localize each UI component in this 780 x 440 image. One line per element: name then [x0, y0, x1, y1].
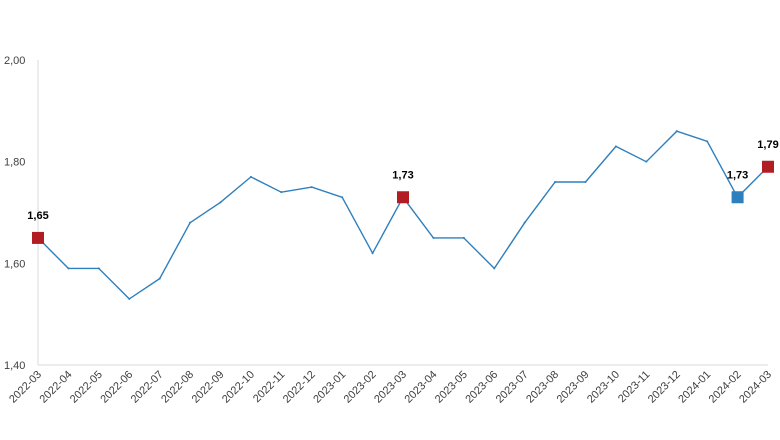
- highlight-marker: [762, 160, 774, 173]
- x-tick-label: 2022-04: [38, 369, 75, 406]
- x-tick-label: 2022-05: [68, 369, 105, 406]
- data-point: [614, 145, 617, 148]
- data-point: [158, 277, 161, 280]
- data-point: [554, 181, 557, 183]
- y-tick-label: 1,40: [4, 360, 25, 372]
- data-point: [189, 221, 192, 224]
- data-point: [128, 297, 131, 300]
- data-point: [584, 181, 587, 183]
- data-point: [67, 267, 70, 270]
- series-line-group: [37, 130, 769, 300]
- x-tick-label: 2023-12: [646, 369, 683, 406]
- data-point: [493, 267, 496, 270]
- data-label: 1,73: [392, 169, 413, 181]
- x-tick-label: 2023-08: [524, 369, 561, 406]
- data-point: [523, 221, 526, 224]
- x-tick-label: 2024-02: [707, 369, 744, 406]
- data-label: 1,73: [727, 169, 748, 181]
- data-point: [97, 267, 100, 270]
- data-point: [280, 191, 283, 194]
- data-point: [341, 196, 344, 199]
- x-tick-label: 2023-06: [463, 369, 500, 406]
- y-tick-label: 1,60: [4, 258, 25, 270]
- y-axis: 1,40 1,60 1,80 2,00: [4, 55, 39, 372]
- data-label: 1,79: [757, 139, 778, 151]
- x-tick-label: 2023-03: [372, 369, 409, 406]
- highlight-marker: [731, 191, 744, 204]
- highlight-marker: [32, 231, 44, 244]
- data-point: [219, 201, 222, 204]
- data-point: [675, 130, 678, 133]
- x-tick-label: 2023-10: [585, 369, 622, 406]
- x-tick-label: 2022-06: [98, 369, 135, 406]
- x-tick-label: 2022-07: [129, 369, 166, 406]
- highlight-markers: 1,65 1,73 1,73 1,79: [27, 139, 779, 244]
- x-tick-label: 2022-03: [7, 369, 44, 406]
- x-axis: 2022-032022-042022-052022-062022-072022-…: [7, 364, 774, 406]
- data-point: [706, 140, 709, 143]
- data-point: [249, 175, 252, 178]
- y-tick-label: 2,00: [4, 55, 25, 67]
- data-point: [645, 160, 648, 163]
- x-tick-label: 2023-04: [403, 369, 440, 406]
- y-tick-label: 1,80: [4, 157, 25, 169]
- data-label: 1,65: [27, 210, 48, 222]
- data-point: [371, 252, 374, 255]
- x-tick-label: 2022-09: [190, 369, 227, 406]
- data-point: [462, 236, 465, 239]
- x-tick-label: 2023-01: [311, 369, 348, 406]
- data-point: [432, 236, 435, 239]
- highlight-marker: [397, 191, 409, 204]
- x-tick-label: 2023-09: [555, 369, 592, 406]
- x-tick-label: 2022-10: [220, 369, 257, 406]
- x-tick-label: 2022-12: [281, 369, 318, 406]
- x-tick-label: 2024-01: [676, 369, 713, 406]
- x-tick-label: 2024-03: [737, 369, 774, 406]
- x-tick-label: 2023-02: [342, 369, 379, 406]
- x-tick-label: 2022-08: [159, 369, 196, 406]
- x-tick-label: 2023-05: [433, 369, 470, 406]
- data-point: [310, 186, 313, 189]
- x-tick-label: 2023-07: [494, 369, 531, 406]
- series-line: [37, 130, 769, 300]
